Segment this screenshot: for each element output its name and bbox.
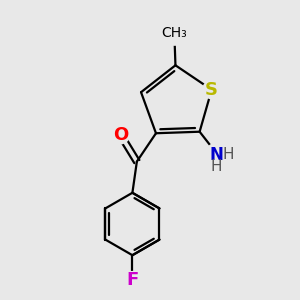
Circle shape — [204, 142, 235, 173]
Text: N: N — [209, 146, 223, 164]
Text: F: F — [126, 272, 139, 290]
Circle shape — [203, 81, 220, 99]
Text: H: H — [223, 147, 234, 162]
Circle shape — [112, 126, 129, 144]
Text: O: O — [113, 126, 128, 144]
Circle shape — [124, 272, 141, 290]
Text: H: H — [210, 160, 222, 175]
Circle shape — [162, 20, 187, 45]
Text: CH₃: CH₃ — [161, 26, 187, 40]
Text: S: S — [205, 81, 218, 99]
